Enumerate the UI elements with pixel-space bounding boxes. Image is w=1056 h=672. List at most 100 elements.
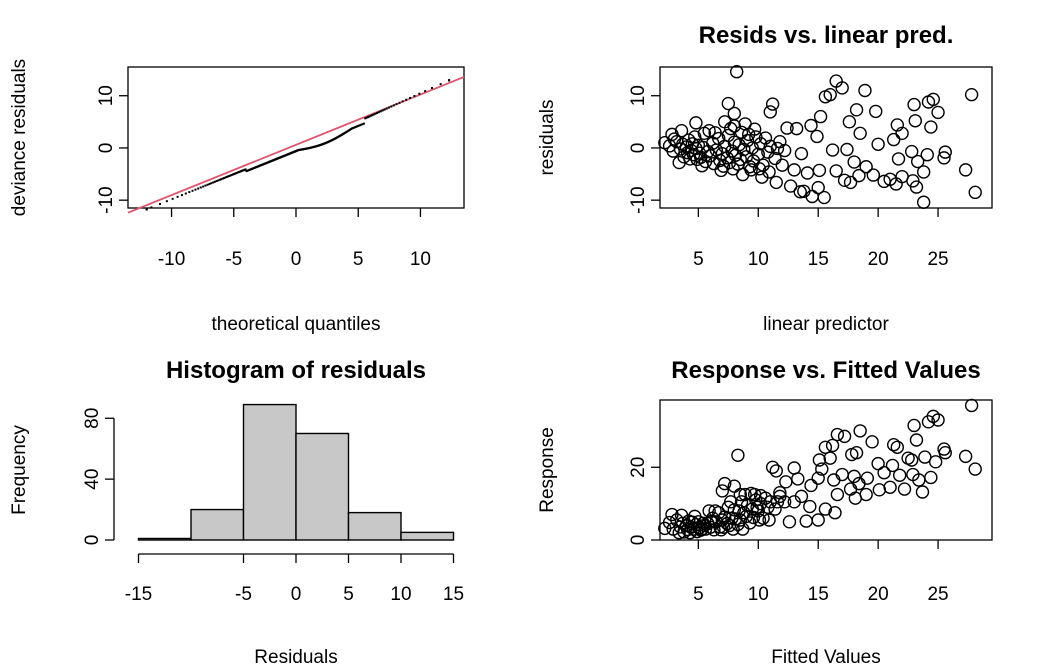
- qq-point: [413, 95, 416, 98]
- qq-point: [158, 202, 161, 205]
- scatter-point: [763, 105, 777, 119]
- qq-point: [392, 104, 395, 107]
- scatter-point: [907, 97, 921, 112]
- histogram-bar: [400, 531, 455, 541]
- scatter-point: [871, 137, 885, 151]
- scatter-point: [852, 168, 866, 183]
- x-axis-label: theoretical quantiles: [212, 314, 381, 335]
- scatter-point: [768, 502, 782, 516]
- qq-point: [165, 200, 168, 203]
- scatter-point: [904, 453, 919, 467]
- scatter-point: [727, 503, 742, 517]
- scatter-point: [866, 168, 881, 182]
- qq-point: [206, 183, 209, 186]
- scatter-point: [968, 185, 982, 200]
- scatter-point: [765, 460, 780, 474]
- qq-point: [448, 79, 451, 82]
- scatter-point: [738, 487, 752, 502]
- qq-point: [197, 187, 200, 190]
- scatter-point: [937, 151, 951, 165]
- plot-title: Histogram of residuals: [166, 357, 426, 384]
- scatter-point: [715, 484, 730, 498]
- scatter-point: [828, 506, 842, 520]
- qq-point: [364, 117, 367, 120]
- scatter-point: [909, 180, 924, 194]
- qq-point: [357, 124, 360, 127]
- qq-point: [199, 186, 202, 189]
- scatter-point: [871, 456, 885, 471]
- scatter-point: [818, 440, 833, 454]
- qq-point: [424, 90, 427, 93]
- scatter-point: [818, 90, 833, 104]
- scatter-point: [804, 478, 818, 493]
- x-tick-label: 10: [748, 249, 769, 270]
- scatter-point: [837, 429, 852, 444]
- plot-frame: [659, 399, 993, 541]
- scatter-point: [837, 173, 852, 188]
- qq-point: [361, 123, 364, 126]
- resids-vs-linear-pred-panel: Resids vs. linear pred. linear predictor r…: [537, 22, 993, 335]
- scatter-point: [825, 143, 840, 157]
- x-tick-label: 25: [927, 584, 948, 605]
- x-tick-label: 10: [410, 249, 431, 270]
- scatter-point: [904, 144, 919, 159]
- qq-point: [229, 174, 232, 177]
- scatter-point: [835, 467, 849, 482]
- qq-point: [194, 188, 197, 191]
- scatter-point: [688, 509, 702, 524]
- scatter-point: [730, 64, 744, 79]
- qq-point: [359, 124, 362, 127]
- qq-point: [204, 184, 207, 187]
- x-tick-label: -5: [225, 249, 242, 270]
- scatter-point: [891, 152, 906, 166]
- qq-point: [369, 114, 372, 117]
- scatter-point: [853, 126, 867, 141]
- scatter-point: [791, 472, 805, 486]
- scatter-point: [702, 504, 716, 518]
- scatter-point: [853, 424, 867, 438]
- scatter-point: [811, 513, 825, 527]
- x-axis-label: Fitted Values: [771, 647, 880, 668]
- scatter-point: [847, 155, 861, 169]
- x-tick-label: 10: [748, 584, 769, 605]
- plot-title: Resids vs. linear pred.: [699, 22, 954, 49]
- scatter-point: [751, 147, 765, 161]
- scatter-point: [740, 133, 755, 148]
- scatter-point: [770, 141, 785, 156]
- qq-point: [354, 125, 357, 128]
- x-tick-label: 20: [868, 584, 889, 605]
- scatter-point: [847, 469, 861, 484]
- scatter-point: [800, 166, 815, 180]
- scatter-point: [714, 163, 728, 178]
- scatter-point: [812, 453, 827, 467]
- scatter-point: [887, 132, 901, 147]
- histogram-bar: [242, 403, 297, 541]
- x-tick-label: 5: [693, 249, 704, 270]
- scatter-point: [845, 447, 859, 462]
- x-tick-label: -10: [158, 249, 185, 270]
- scatter-point: [889, 177, 903, 191]
- scatter-point: [964, 398, 979, 413]
- scatter-point: [732, 138, 746, 152]
- x-axis-label: Residuals: [254, 647, 337, 668]
- scatter-point: [811, 471, 825, 485]
- y-tick-label: 0: [628, 535, 649, 546]
- scatter-point: [666, 144, 680, 158]
- y-axis-label: deviance residuals: [9, 59, 30, 216]
- qq-point: [188, 191, 191, 194]
- scatter-point: [689, 116, 703, 130]
- x-axis-label: linear predictor: [763, 314, 889, 335]
- scatter-point: [762, 165, 776, 179]
- qq-point: [405, 98, 408, 101]
- scatter-point: [872, 483, 887, 497]
- scatter-point: [768, 151, 782, 166]
- y-axis-label: residuals: [537, 99, 558, 175]
- y-tick-label: -10: [96, 186, 117, 213]
- scatter-point: [924, 120, 938, 134]
- qq-point: [212, 181, 215, 184]
- histogram-bar: [347, 511, 402, 541]
- scatter-point: [665, 127, 679, 142]
- qq-point: [221, 177, 224, 180]
- qq-point: [387, 106, 390, 109]
- scatter-point: [697, 518, 712, 533]
